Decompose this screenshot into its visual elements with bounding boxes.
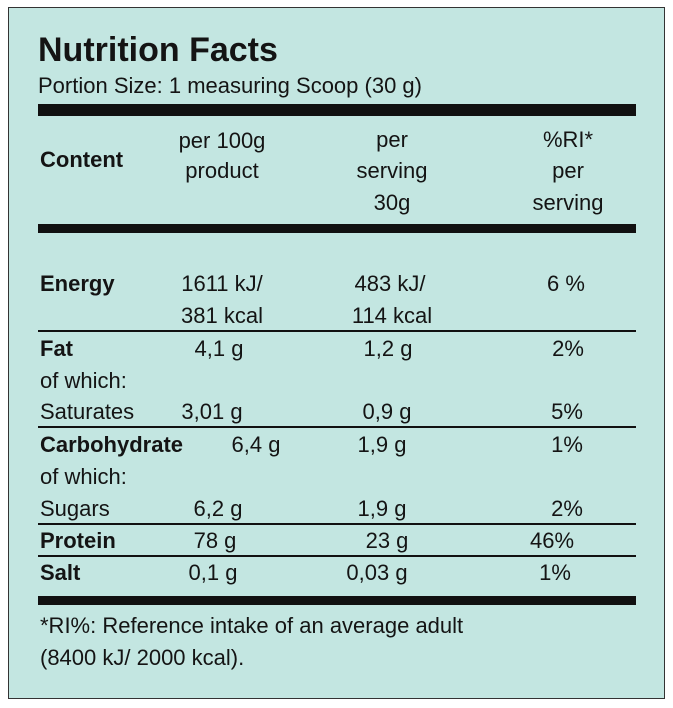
footnote: *RI%: Reference intake of an average adu…: [40, 613, 464, 638]
header-cell: Content: [40, 147, 124, 172]
row-label: Sugars: [40, 496, 110, 521]
thick-rule: [38, 224, 636, 233]
label-panel: [8, 7, 665, 699]
row-label: of which:: [40, 368, 127, 393]
cell: 2%: [551, 496, 583, 521]
row-label: Fat: [40, 336, 73, 361]
row-label: Saturates: [40, 399, 135, 424]
cell: 483 kJ/: [354, 271, 426, 296]
cell: 23 g: [365, 528, 409, 553]
cell: 6 %: [547, 271, 585, 296]
cell: 6,4 g: [231, 432, 281, 457]
cell: 3,01 g: [181, 399, 243, 424]
title: Nutrition Facts: [38, 31, 278, 69]
cell: 5%: [551, 399, 583, 424]
cell: 1611 kJ/: [181, 271, 263, 296]
cell: 6,2 g: [193, 496, 243, 521]
header-cell: product: [185, 158, 259, 183]
cell: 381 kcal: [181, 303, 263, 328]
cell: 0,9 g: [362, 399, 412, 424]
header-cell: per: [376, 127, 408, 152]
rule: [38, 555, 636, 557]
cell: 78 g: [193, 528, 237, 553]
header-cell: per: [552, 158, 584, 183]
cell: 4,1 g: [194, 336, 244, 361]
row-label: Carbohydrate: [40, 432, 184, 457]
header-cell: %RI*: [542, 127, 594, 152]
thick-rule: [38, 104, 636, 116]
cell: 2%: [552, 336, 584, 361]
cell: 114 kcal: [351, 303, 433, 328]
rule: [38, 523, 636, 525]
portion: Portion Size: 1 measuring Scoop (30 g): [38, 73, 422, 98]
row-label: Protein: [40, 528, 116, 553]
cell: 1%: [551, 432, 583, 457]
header-cell: per 100g: [178, 128, 266, 153]
cell: 0,1 g: [188, 560, 238, 585]
header-cell: serving: [356, 158, 428, 183]
row-label: Energy: [40, 271, 115, 296]
cell: 1%: [539, 560, 571, 585]
cell: 46%: [529, 528, 575, 553]
cell: 1,9 g: [357, 496, 407, 521]
row-label: of which:: [40, 464, 127, 489]
rule: [38, 426, 636, 428]
header-cell: serving: [532, 190, 604, 215]
header-cell: 30g: [373, 190, 411, 215]
cell: 0,03 g: [346, 560, 408, 585]
row-label: Salt: [40, 560, 81, 585]
footnote: (8400 kJ/ 2000 kcal).: [40, 645, 245, 670]
rule: [38, 330, 636, 332]
cell: 1,9 g: [357, 432, 407, 457]
thick-rule: [38, 596, 636, 605]
cell: 1,2 g: [363, 336, 413, 361]
